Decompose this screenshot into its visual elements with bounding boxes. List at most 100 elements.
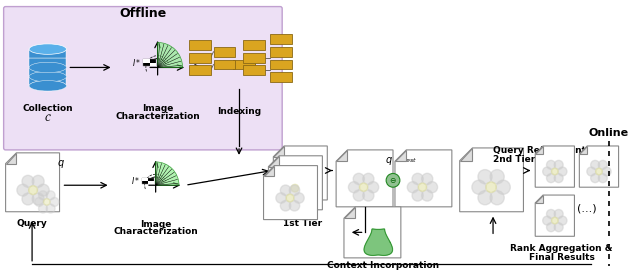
Text: $\ominus$: $\ominus$ bbox=[389, 176, 397, 185]
Ellipse shape bbox=[29, 81, 66, 91]
Circle shape bbox=[599, 160, 607, 169]
Circle shape bbox=[552, 168, 558, 175]
Circle shape bbox=[422, 190, 433, 201]
Text: Collection: Collection bbox=[23, 104, 73, 113]
Circle shape bbox=[17, 184, 29, 196]
Text: $q$: $q$ bbox=[57, 158, 64, 170]
Circle shape bbox=[281, 200, 291, 211]
Bar bbox=[150, 63, 156, 66]
Polygon shape bbox=[269, 156, 279, 166]
Circle shape bbox=[554, 209, 563, 218]
Circle shape bbox=[32, 193, 44, 205]
Circle shape bbox=[294, 175, 305, 186]
Bar bbox=[29, 58, 66, 67]
Circle shape bbox=[285, 175, 296, 186]
Circle shape bbox=[290, 165, 301, 176]
Circle shape bbox=[35, 197, 44, 206]
Circle shape bbox=[39, 191, 47, 200]
Polygon shape bbox=[395, 150, 406, 161]
Circle shape bbox=[368, 182, 379, 193]
FancyBboxPatch shape bbox=[270, 72, 292, 82]
Circle shape bbox=[281, 183, 291, 193]
Circle shape bbox=[299, 165, 310, 176]
Polygon shape bbox=[274, 146, 327, 200]
Circle shape bbox=[285, 191, 296, 201]
Circle shape bbox=[353, 173, 365, 184]
Bar bbox=[29, 67, 66, 77]
Ellipse shape bbox=[29, 81, 66, 91]
Text: Final Results: Final Results bbox=[529, 253, 595, 262]
Circle shape bbox=[353, 190, 365, 201]
Polygon shape bbox=[336, 150, 348, 161]
Polygon shape bbox=[580, 146, 587, 154]
Bar bbox=[143, 59, 150, 63]
Circle shape bbox=[591, 174, 600, 183]
Polygon shape bbox=[580, 146, 619, 187]
Circle shape bbox=[363, 173, 374, 184]
Circle shape bbox=[32, 175, 44, 187]
Polygon shape bbox=[395, 150, 452, 207]
Text: 1st Tier: 1st Tier bbox=[283, 219, 322, 228]
FancyBboxPatch shape bbox=[243, 66, 265, 75]
Circle shape bbox=[543, 167, 552, 176]
Ellipse shape bbox=[29, 44, 66, 54]
FancyBboxPatch shape bbox=[189, 53, 210, 63]
Circle shape bbox=[286, 173, 296, 184]
Text: Indexing: Indexing bbox=[217, 107, 261, 116]
Polygon shape bbox=[6, 153, 16, 164]
Bar bbox=[143, 59, 156, 66]
Circle shape bbox=[547, 160, 556, 169]
Bar bbox=[142, 178, 148, 181]
Polygon shape bbox=[264, 166, 317, 220]
FancyBboxPatch shape bbox=[189, 66, 210, 75]
Text: $q$: $q$ bbox=[385, 155, 393, 167]
Circle shape bbox=[360, 183, 368, 191]
Polygon shape bbox=[336, 150, 393, 207]
Circle shape bbox=[289, 200, 300, 211]
Circle shape bbox=[412, 190, 423, 201]
Circle shape bbox=[602, 167, 611, 176]
Circle shape bbox=[296, 175, 303, 182]
Text: $r_{best}$: $r_{best}$ bbox=[398, 154, 418, 165]
Circle shape bbox=[427, 182, 437, 193]
Text: Image: Image bbox=[140, 220, 171, 228]
Circle shape bbox=[418, 183, 427, 191]
Circle shape bbox=[587, 167, 596, 176]
Bar bbox=[29, 49, 66, 58]
Circle shape bbox=[591, 160, 600, 169]
Polygon shape bbox=[264, 166, 274, 177]
Text: Online: Online bbox=[589, 128, 629, 138]
Polygon shape bbox=[459, 148, 523, 212]
FancyBboxPatch shape bbox=[243, 40, 265, 50]
Circle shape bbox=[294, 191, 305, 201]
Polygon shape bbox=[535, 146, 574, 187]
Circle shape bbox=[490, 170, 504, 184]
Circle shape bbox=[472, 180, 486, 194]
Circle shape bbox=[386, 174, 400, 187]
Circle shape bbox=[22, 175, 34, 187]
FancyBboxPatch shape bbox=[243, 53, 265, 63]
Circle shape bbox=[37, 184, 49, 196]
Polygon shape bbox=[269, 156, 322, 210]
Circle shape bbox=[299, 183, 309, 193]
Circle shape bbox=[289, 185, 300, 196]
Text: Characterization: Characterization bbox=[113, 227, 198, 236]
Polygon shape bbox=[344, 207, 401, 258]
Text: Context Incorporation: Context Incorporation bbox=[327, 261, 439, 270]
FancyBboxPatch shape bbox=[233, 60, 255, 69]
Ellipse shape bbox=[29, 71, 66, 82]
Circle shape bbox=[290, 181, 301, 191]
Circle shape bbox=[547, 174, 556, 183]
Text: Offline: Offline bbox=[119, 7, 166, 20]
Circle shape bbox=[286, 194, 294, 202]
FancyBboxPatch shape bbox=[214, 60, 235, 69]
Circle shape bbox=[281, 185, 291, 196]
Text: Characterization: Characterization bbox=[115, 112, 200, 120]
Wedge shape bbox=[155, 162, 179, 185]
FancyBboxPatch shape bbox=[270, 34, 292, 44]
Circle shape bbox=[490, 191, 504, 205]
Text: Rank Aggregation &: Rank Aggregation & bbox=[511, 244, 613, 253]
Circle shape bbox=[596, 168, 602, 175]
Bar bbox=[148, 181, 154, 184]
Polygon shape bbox=[459, 148, 473, 161]
